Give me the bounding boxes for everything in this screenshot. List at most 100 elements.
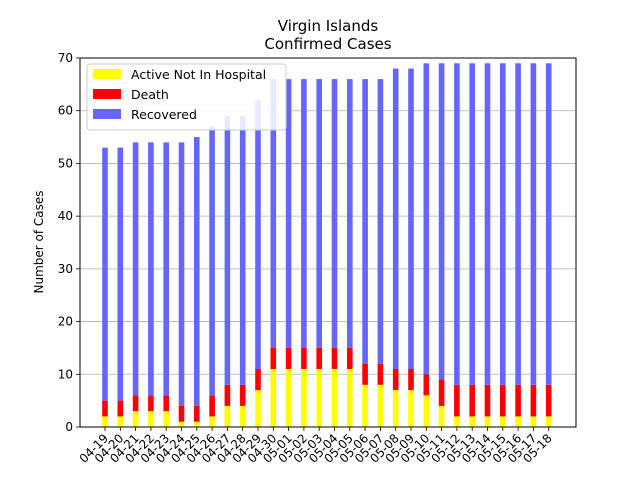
legend-box: [86, 63, 287, 131]
bar-recovered-05-07: [377, 79, 384, 364]
y-tick-label-10: 10: [58, 367, 73, 381]
y-tick-label-30: 30: [58, 262, 73, 276]
bar-recovered-05-05: [347, 79, 353, 348]
legend-label-active-not-in-hospital: Active Not In Hospital: [131, 67, 266, 82]
bar-death-05-07: [377, 363, 384, 385]
bar-active-not-in-hospital-04-23: [163, 411, 169, 427]
bar-active-not-in-hospital-05-08: [392, 390, 399, 427]
bar-active-not-in-hospital-05-03: [316, 369, 322, 427]
bar-active-not-in-hospital-04-27: [224, 405, 231, 427]
bar-recovered-04-25: [194, 137, 200, 406]
bar-death-05-08: [392, 369, 399, 391]
bar-recovered-05-14: [484, 63, 491, 385]
bar-active-not-in-hospital-04-21: [132, 411, 139, 427]
bar-active-not-in-hospital-04-26: [209, 416, 215, 427]
bar-death-05-12: [454, 384, 460, 417]
bar-active-not-in-hospital-04-22: [148, 411, 154, 427]
bar-recovered-05-10: [423, 63, 430, 375]
bar-recovered-05-03: [316, 79, 322, 348]
bar-recovered-04-20: [117, 147, 124, 401]
bar-active-not-in-hospital-05-06: [362, 384, 368, 427]
bar-recovered-04-26: [209, 126, 215, 396]
bar-active-not-in-hospital-04-28: [239, 405, 246, 427]
y-tick-label-20: 20: [58, 315, 73, 329]
bar-recovered-05-08: [392, 68, 399, 370]
bar-active-not-in-hospital-05-18: [545, 416, 552, 427]
bar-active-not-in-hospital-05-16: [515, 416, 521, 427]
bar-active-not-in-hospital-05-01: [285, 369, 292, 427]
bar-recovered-04-22: [148, 142, 154, 396]
bar-recovered-04-23: [163, 142, 169, 396]
bar-death-05-03: [316, 347, 322, 370]
bar-death-05-13: [469, 384, 475, 417]
bar-death-04-23: [163, 395, 169, 412]
bar-recovered-05-13: [469, 63, 475, 385]
bar-active-not-in-hospital-04-29: [255, 390, 261, 427]
y-axis-ticks: 0 10 20 30 40 50 60 70: [58, 51, 80, 434]
bar-death-04-24: [178, 405, 185, 422]
y-tick-label-40: 40: [58, 209, 73, 223]
bar-recovered-05-16: [515, 63, 521, 385]
bar-death-05-05: [347, 347, 353, 370]
bar-active-not-in-hospital-04-19: [102, 416, 108, 427]
legend-label-recovered: Recovered: [131, 107, 197, 122]
bar-death-04-25: [194, 405, 200, 422]
y-tick-label-50: 50: [58, 156, 73, 170]
bar-death-05-06: [362, 363, 368, 385]
bar-recovered-05-06: [362, 79, 368, 364]
bar-recovered-05-15: [500, 63, 506, 385]
bar-death-05-18: [545, 384, 552, 417]
bar-death-04-20: [117, 400, 124, 417]
bars: [102, 63, 552, 427]
bar-recovered-04-28: [239, 115, 246, 385]
bar-active-not-in-hospital-05-11: [438, 405, 445, 427]
bar-recovered-04-29: [255, 100, 261, 370]
bar-death-04-28: [239, 384, 246, 406]
bar-active-not-in-hospital-05-15: [500, 416, 506, 427]
bar-death-05-04: [331, 347, 338, 370]
bar-death-05-09: [408, 369, 414, 391]
bar-death-04-29: [255, 369, 261, 391]
bar-recovered-05-11: [438, 63, 445, 380]
bar-death-05-17: [530, 384, 537, 417]
bar-death-05-15: [500, 384, 506, 417]
bar-active-not-in-hospital-05-05: [347, 369, 353, 427]
bar-active-not-in-hospital-05-04: [331, 369, 338, 427]
legend-swatch-death: [93, 89, 121, 99]
bar-active-not-in-hospital-05-07: [377, 384, 384, 427]
bar-death-04-27: [224, 384, 231, 406]
bar-active-not-in-hospital-05-10: [423, 395, 430, 427]
bar-recovered-05-01: [285, 79, 292, 348]
bar-active-not-in-hospital-05-13: [469, 416, 475, 427]
bar-death-05-02: [301, 347, 307, 370]
bar-recovered-05-12: [454, 63, 460, 385]
plot-area-frame: [79, 57, 577, 428]
bar-active-not-in-hospital-05-17: [530, 416, 537, 427]
bar-recovered-04-21: [132, 142, 139, 396]
bar-death-04-19: [102, 400, 108, 417]
bar-recovered-05-04: [331, 79, 338, 348]
y-axis-label: Number of Cases: [32, 190, 46, 293]
bar-active-not-in-hospital-05-09: [408, 390, 414, 427]
y-tick-label-70: 70: [58, 51, 73, 65]
bar-recovered-04-19: [102, 147, 108, 401]
bar-recovered-04-30: [270, 79, 277, 348]
bar-death-05-10: [423, 374, 430, 396]
bar-active-not-in-hospital-04-20: [117, 416, 124, 427]
legend-swatch-active-not-in-hospital: [93, 69, 121, 79]
bar-recovered-05-18: [545, 63, 552, 385]
bar-death-04-22: [148, 395, 154, 412]
chart-subtitle: Confirmed Cases: [264, 35, 391, 53]
bar-death-05-16: [515, 384, 521, 417]
bar-recovered-05-09: [408, 68, 414, 370]
bar-death-05-01: [285, 347, 292, 370]
bar-active-not-in-hospital-04-25: [194, 421, 200, 427]
bar-recovered-05-02: [301, 79, 307, 348]
legend-label-death: Death: [131, 87, 169, 102]
bar-death-04-26: [209, 395, 215, 417]
bar-death-05-11: [438, 379, 445, 406]
bar-recovered-05-17: [530, 63, 537, 385]
x-axis-ticks: 04-1904-2004-2104-2204-2304-2404-2504-26…: [77, 427, 555, 466]
bar-death-05-14: [484, 384, 491, 417]
